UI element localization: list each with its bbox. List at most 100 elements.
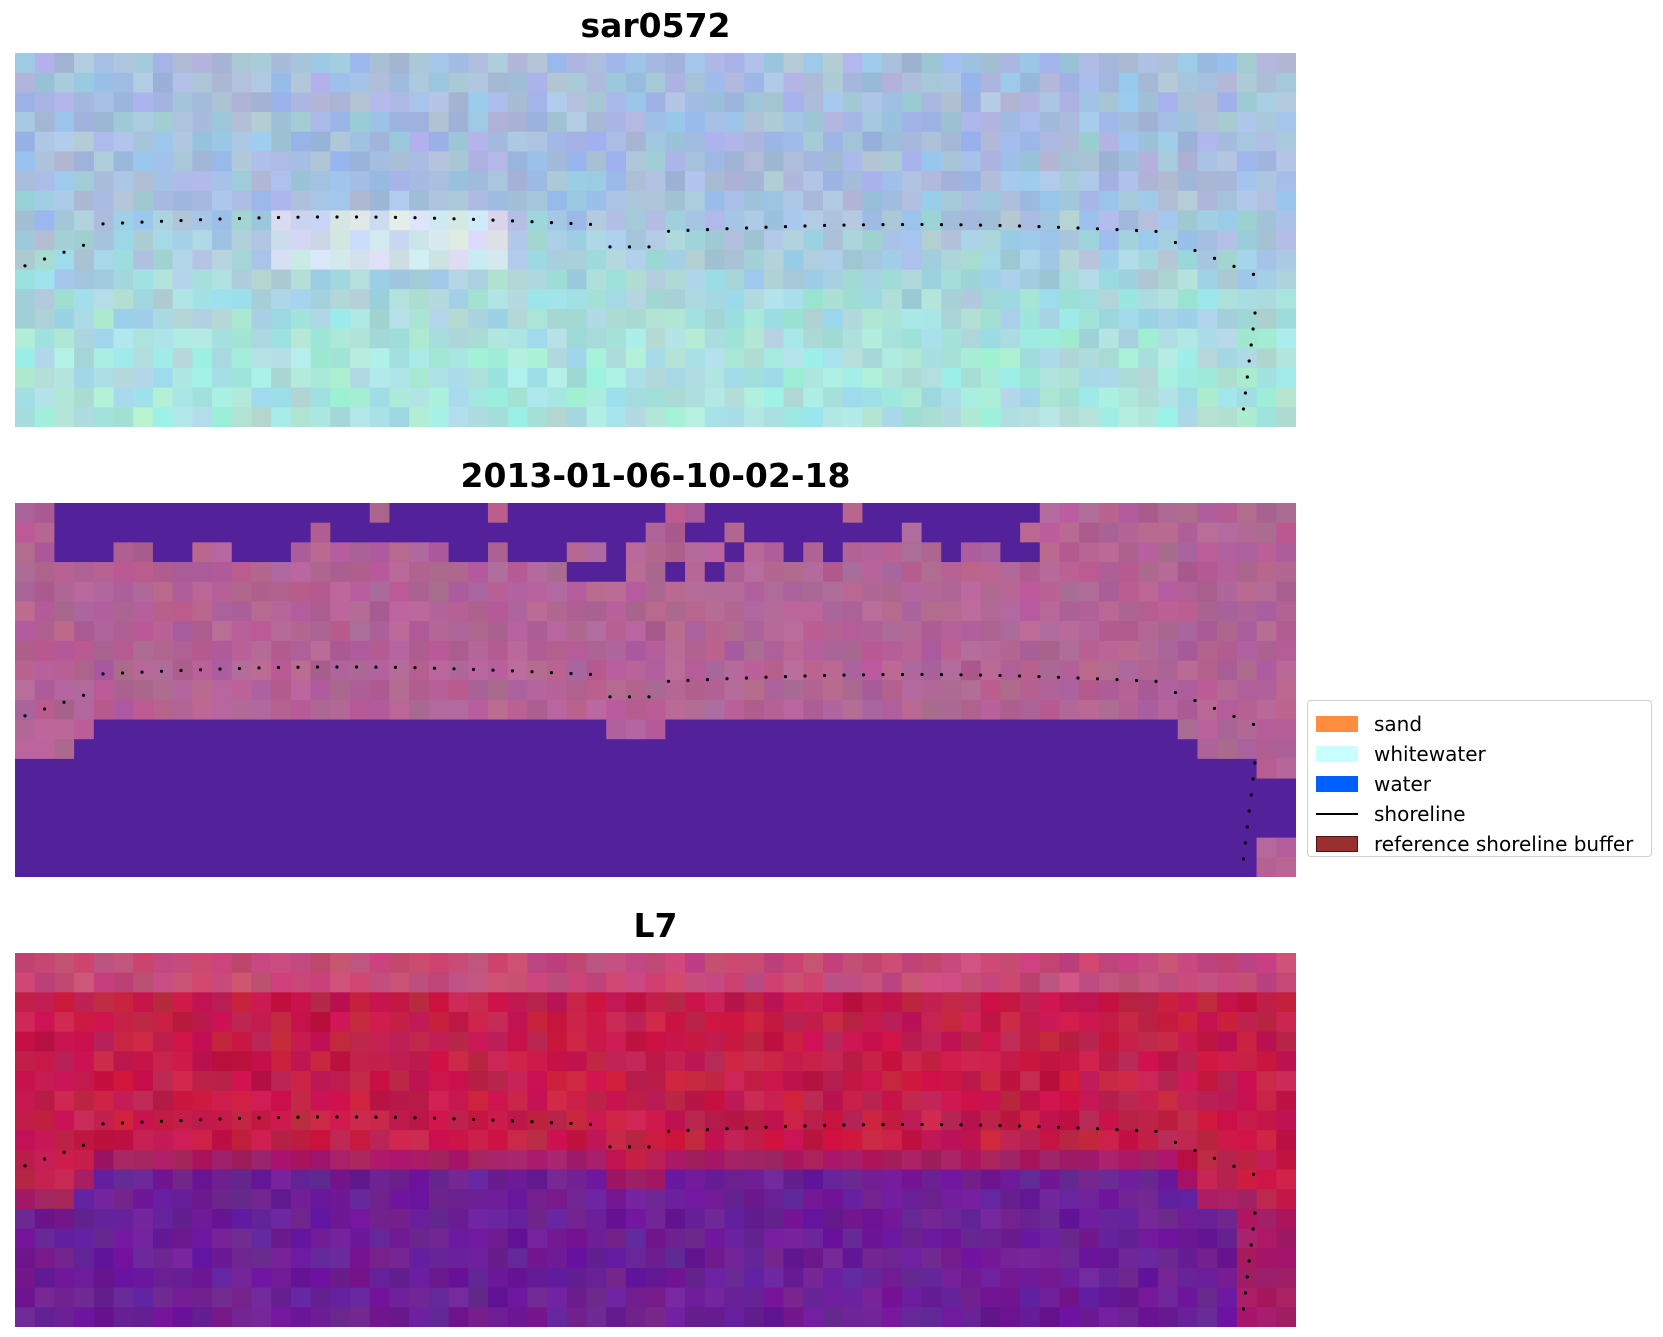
pixel-cell bbox=[231, 328, 253, 349]
pixel-cell bbox=[763, 269, 785, 290]
pixel-cell bbox=[350, 1267, 371, 1289]
pixel-cell bbox=[330, 1228, 351, 1249]
pixel-cell bbox=[1098, 1189, 1120, 1210]
pixel-cell bbox=[1158, 1267, 1179, 1289]
pixel-cell bbox=[744, 719, 765, 740]
pixel-cell bbox=[409, 621, 430, 642]
pixel-cell bbox=[586, 387, 607, 408]
pixel-cell bbox=[606, 92, 627, 113]
pixel-cell bbox=[1217, 249, 1238, 271]
pixel-cell bbox=[448, 778, 469, 799]
pixel-cell bbox=[783, 972, 804, 993]
pixel-cell bbox=[507, 348, 528, 369]
shoreline-point bbox=[588, 1122, 593, 1126]
shoreline-point bbox=[432, 216, 437, 220]
pixel-cell bbox=[468, 1287, 489, 1308]
pixel-cell bbox=[882, 699, 903, 721]
shoreline-point bbox=[120, 221, 125, 225]
pixel-cell bbox=[1039, 1051, 1061, 1072]
pixel-cell bbox=[744, 581, 765, 603]
pixel-cell bbox=[468, 798, 489, 819]
pixel-cell bbox=[921, 367, 942, 389]
pixel-cell bbox=[74, 1208, 95, 1230]
pixel-cell bbox=[1276, 289, 1296, 310]
pixel-cell bbox=[685, 151, 706, 172]
pixel-cell bbox=[862, 92, 883, 113]
pixel-cell bbox=[685, 817, 706, 839]
pixel-cell bbox=[487, 1130, 509, 1151]
pixel-cell bbox=[172, 387, 193, 408]
pixel-cell bbox=[744, 1149, 765, 1171]
pixel-cell bbox=[152, 112, 174, 133]
pixel-cell bbox=[862, 680, 883, 701]
pixel-cell bbox=[93, 1149, 115, 1171]
pixel-cell bbox=[625, 190, 647, 212]
pixel-cell bbox=[1236, 1130, 1258, 1151]
pixel-cell bbox=[15, 1169, 36, 1190]
pixel-cell bbox=[606, 72, 627, 93]
pixel-cell bbox=[724, 407, 745, 427]
pixel-cell bbox=[1098, 680, 1120, 701]
pixel-cell bbox=[1177, 1012, 1199, 1033]
pixel-cell bbox=[527, 739, 548, 760]
pixel-cell bbox=[172, 522, 193, 543]
pixel-cell bbox=[1236, 387, 1258, 408]
shoreline-point bbox=[179, 1118, 183, 1123]
pixel-cell bbox=[566, 112, 588, 133]
pixel-cell bbox=[133, 972, 154, 993]
pixel-cell bbox=[724, 1012, 745, 1033]
shoreline-point bbox=[1232, 264, 1236, 268]
pixel-cell bbox=[172, 1287, 193, 1308]
pixel-cell bbox=[350, 348, 371, 369]
pixel-cell bbox=[389, 1248, 410, 1269]
pixel-cell bbox=[547, 992, 568, 1013]
pixel-cell bbox=[133, 72, 154, 93]
pixel-cell bbox=[744, 1189, 765, 1210]
pixel-cell bbox=[74, 739, 95, 760]
pixel-cell bbox=[251, 522, 272, 543]
shoreline-point bbox=[140, 670, 144, 674]
pixel-cell bbox=[468, 1169, 489, 1190]
pixel-cell bbox=[251, 151, 272, 172]
shoreline-point bbox=[1076, 226, 1080, 230]
pixel-cell bbox=[685, 640, 706, 662]
pixel-cell bbox=[369, 230, 391, 251]
pixel-cell bbox=[271, 387, 292, 408]
pixel-cell bbox=[1138, 1012, 1159, 1033]
pixel-cell bbox=[212, 1012, 233, 1033]
pixel-cell bbox=[704, 739, 726, 760]
pixel-cell bbox=[428, 53, 450, 74]
pixel-cell bbox=[1098, 972, 1120, 993]
pixel-cell bbox=[625, 562, 647, 583]
pixel-cell bbox=[389, 1031, 410, 1053]
pixel-cell bbox=[823, 680, 844, 701]
pixel-cell bbox=[350, 581, 371, 603]
pixel-cell bbox=[152, 1051, 174, 1072]
pixel-cell bbox=[724, 1307, 745, 1327]
pixel-cell bbox=[93, 131, 115, 153]
pixel-cell bbox=[350, 190, 371, 212]
pixel-cell bbox=[882, 837, 903, 858]
pixel-cell bbox=[1098, 171, 1120, 192]
pixel-cell bbox=[1158, 112, 1179, 133]
pixel-cell bbox=[34, 1248, 56, 1269]
pixel-cell bbox=[1059, 817, 1080, 839]
pixel-cell bbox=[921, 778, 942, 799]
pixel-cell bbox=[231, 407, 253, 427]
pixel-cell bbox=[823, 1090, 844, 1112]
pixel-cell bbox=[783, 1307, 804, 1327]
shoreline-point bbox=[1017, 674, 1022, 678]
pixel-cell bbox=[724, 328, 745, 349]
pixel-cell bbox=[1098, 131, 1120, 153]
pixel-cell bbox=[547, 739, 568, 760]
pixel-cell bbox=[350, 1228, 371, 1249]
pixel-cell bbox=[487, 308, 509, 330]
pixel-cell bbox=[409, 739, 430, 760]
pixel-cell bbox=[665, 249, 686, 271]
pixel-cell bbox=[192, 190, 213, 212]
pixel-cell bbox=[803, 699, 824, 721]
pixel-cell bbox=[271, 857, 292, 877]
pixel-cell bbox=[350, 1169, 371, 1190]
pixel-cell bbox=[744, 542, 765, 563]
pixel-cell bbox=[645, 1287, 666, 1308]
